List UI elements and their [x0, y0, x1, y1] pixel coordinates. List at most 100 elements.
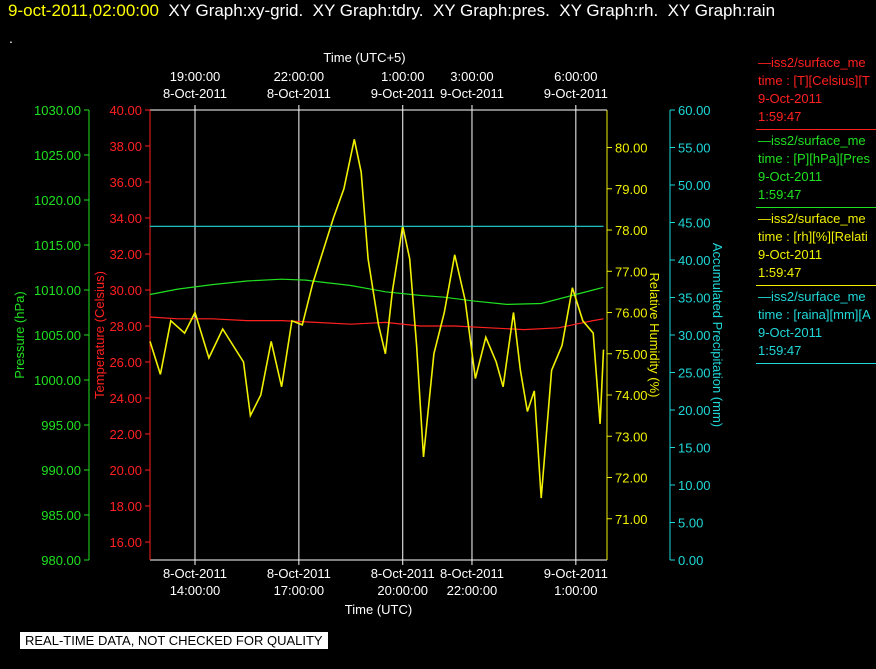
y-axis-title-temp: Temperature (Celsius) — [92, 271, 107, 399]
y-tick-label-pres: 980.00 — [41, 553, 81, 568]
y-tick-label-rain: 45.00 — [678, 216, 711, 231]
x-tick-label-time: 1:00:00 — [554, 583, 597, 598]
y-tick-label-rain: 15.00 — [678, 441, 711, 456]
y-tick-label-temp: 34.00 — [109, 211, 142, 226]
y-tick-label-rain: 50.00 — [678, 178, 711, 193]
y-tick-label-rh: 74.00 — [615, 388, 648, 403]
y-tick-label-pres: 990.00 — [41, 463, 81, 478]
y-tick-label-rh: 75.00 — [615, 347, 648, 362]
y-tick-label-rh: 80.00 — [615, 141, 648, 156]
series-line-pres — [149, 278, 604, 306]
title-bar: 9-oct-2011,02:00:00 XY Graph:xy-grid. XY… — [8, 1, 775, 21]
y-tick-label-rh: 72.00 — [615, 471, 648, 486]
y-tick-label-temp: 28.00 — [109, 319, 142, 334]
y-tick-label-temp: 24.00 — [109, 391, 142, 406]
top-x-tick-label-time: 1:00:00 — [381, 69, 424, 84]
y-tick-label-temp: 32.00 — [109, 247, 142, 262]
legend-entry-precipitation: —iss2/surface_me time : [raina][mm][A 9-… — [756, 286, 876, 364]
legend-date: 9-Oct-2011 — [758, 91, 823, 106]
y-tick-label-temp: 18.00 — [109, 499, 142, 514]
legend-field: time : [rh][%][Relati — [758, 229, 868, 244]
tab-pres[interactable]: XY Graph:pres. — [432, 1, 550, 20]
x-tick-label-time: 14:00:00 — [170, 583, 221, 598]
legend-time: 1:59:47 — [758, 343, 802, 358]
y-tick-label-pres: 1000.00 — [34, 373, 81, 388]
y-tick-label-rain: 0.00 — [678, 553, 703, 568]
tab-rain[interactable]: XY Graph:rain — [667, 1, 776, 20]
x-axis-title: Time (UTC) — [345, 602, 412, 617]
tab-xy-grid[interactable]: XY Graph:xy-grid. — [168, 1, 304, 20]
legend-series-name: —iss2/surface_me — [758, 289, 866, 304]
x-tick-label-date: 8-Oct-2011 — [267, 566, 331, 581]
y-tick-label-rain: 55.00 — [678, 141, 711, 156]
y-tick-label-temp: 30.00 — [109, 283, 142, 298]
top-x-tick-label-time: 22:00:00 — [274, 69, 325, 84]
y-tick-label-temp: 26.00 — [109, 355, 142, 370]
y-tick-label-rain: 10.00 — [678, 478, 711, 493]
top-x-tick-label-date: 9-Oct-2011 — [544, 86, 608, 101]
y-tick-label-rh: 79.00 — [615, 182, 648, 197]
series-line-temp — [149, 316, 604, 331]
top-axis-title: Time (UTC+5) — [323, 50, 405, 65]
y-tick-label-rh: 73.00 — [615, 429, 648, 444]
x-tick-label-time: 20:00:00 — [377, 583, 428, 598]
legend-series-name: —iss2/surface_me — [758, 133, 866, 148]
legend-time: 1:59:47 — [758, 265, 802, 280]
series-line-rh — [149, 139, 605, 499]
y-tick-label-pres: 985.00 — [41, 508, 81, 523]
y-tick-label-pres: 1025.00 — [34, 148, 81, 163]
y-tick-label-rh: 77.00 — [615, 264, 648, 279]
legend: —iss2/surface_me time : [T][Celsius][T 9… — [756, 52, 876, 364]
y-tick-label-rain: 25.00 — [678, 366, 711, 381]
y-tick-label-rh: 78.00 — [615, 223, 648, 238]
legend-entry-temperature: —iss2/surface_me time : [T][Celsius][T 9… — [756, 52, 876, 130]
tab-rh[interactable]: XY Graph:rh. — [559, 1, 659, 20]
legend-field: time : [T][Celsius][T — [758, 73, 870, 88]
y-tick-label-pres: 1020.00 — [34, 193, 81, 208]
y-axis-title-pres: Pressure (hPa) — [12, 291, 27, 378]
y-tick-label-temp: 16.00 — [109, 535, 142, 550]
y-tick-label-temp: 38.00 — [109, 139, 142, 154]
legend-series-name: —iss2/surface_me — [758, 211, 866, 226]
y-tick-label-temp: 22.00 — [109, 427, 142, 442]
y-tick-label-temp: 36.00 — [109, 175, 142, 190]
x-tick-label-date: 8-Oct-2011 — [163, 566, 227, 581]
y-tick-label-pres: 1010.00 — [34, 283, 81, 298]
top-x-tick-label-date: 8-Oct-2011 — [267, 86, 331, 101]
quality-disclaimer: REAL-TIME DATA, NOT CHECKED FOR QUALITY — [20, 632, 328, 649]
y-tick-label-rain: 60.00 — [678, 103, 711, 118]
x-tick-label-time: 22:00:00 — [447, 583, 498, 598]
legend-time: 1:59:47 — [758, 109, 802, 124]
y-tick-label-rh: 71.00 — [615, 512, 648, 527]
top-x-tick-label-date: 8-Oct-2011 — [163, 86, 227, 101]
y-axis-title-rh: Relative Humidity (%) — [647, 273, 662, 398]
y-tick-label-rain: 30.00 — [678, 328, 711, 343]
top-x-tick-label-date: 9-Oct-2011 — [371, 86, 435, 101]
top-x-tick-label-time: 3:00:00 — [450, 69, 493, 84]
y-tick-label-pres: 995.00 — [41, 418, 81, 433]
dot-marker: . — [9, 30, 13, 46]
top-x-tick-label-date: 9-Oct-2011 — [440, 86, 504, 101]
tab-tdry[interactable]: XY Graph:tdry. — [312, 1, 424, 20]
top-x-tick-label-time: 19:00:00 — [170, 69, 221, 84]
y-tick-label-temp: 40.00 — [109, 103, 142, 118]
y-tick-label-pres: 1030.00 — [34, 103, 81, 118]
y-tick-label-rh: 76.00 — [615, 306, 648, 321]
top-x-tick-label-time: 6:00:00 — [554, 69, 597, 84]
y-tick-label-rain: 20.00 — [678, 403, 711, 418]
x-tick-label-date: 8-Oct-2011 — [440, 566, 504, 581]
y-tick-label-pres: 1005.00 — [34, 328, 81, 343]
legend-entry-pressure: —iss2/surface_me time : [P][hPa][Pres 9-… — [756, 130, 876, 208]
x-tick-label-date: 8-Oct-2011 — [371, 566, 435, 581]
legend-date: 9-Oct-2011 — [758, 247, 823, 262]
y-tick-label-temp: 20.00 — [109, 463, 142, 478]
y-axis-title-rain: Accumulated Precipitation (mm) — [710, 243, 725, 427]
legend-entry-humidity: —iss2/surface_me time : [rh][%][Relati 9… — [756, 208, 876, 286]
y-tick-label-rain: 5.00 — [678, 516, 703, 531]
legend-date: 9-Oct-2011 — [758, 169, 823, 184]
x-tick-label-time: 17:00:00 — [274, 583, 325, 598]
y-tick-label-rain: 35.00 — [678, 291, 711, 306]
x-tick-label-date: 9-Oct-2011 — [544, 566, 608, 581]
legend-series-name: —iss2/surface_me — [758, 55, 866, 70]
legend-time: 1:59:47 — [758, 187, 802, 202]
